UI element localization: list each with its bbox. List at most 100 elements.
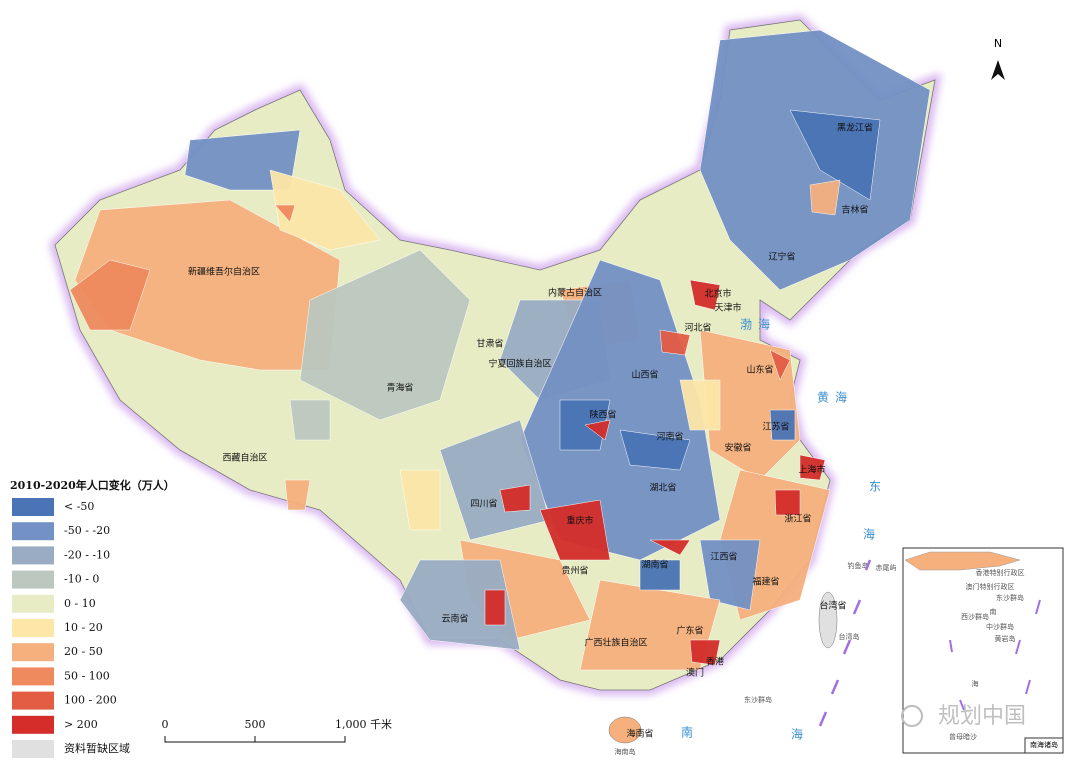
inset-land (904, 551, 1021, 571)
legend-label: 0 - 10 (64, 597, 96, 610)
region-patch (584, 419, 611, 441)
province-label: 重庆市 (566, 515, 593, 527)
sea-label: 东 (869, 480, 887, 494)
province-label: 江西省 (710, 551, 737, 563)
legend-title: 2010-2020年人口变化（万人） (10, 478, 175, 492)
region-patch (769, 409, 796, 441)
region-patch (799, 454, 826, 481)
province-label: 山东省 (746, 364, 773, 376)
sea-label: 海 (863, 527, 881, 542)
watermark-text: 规划中国 (938, 704, 1026, 729)
province-label: 湖南省 (641, 559, 668, 571)
legend-swatch (12, 619, 54, 637)
watermark: 规划中国 (901, 704, 1026, 729)
province-label: 天津市 (714, 302, 741, 314)
north-arrow: N (991, 37, 1005, 80)
region-patch (689, 639, 721, 666)
province-label: 广东省 (676, 625, 703, 637)
legend-label: < -50 (64, 500, 94, 513)
province-label: 内蒙古自治区 (548, 287, 602, 299)
inset-title: 南海诸岛 (1030, 740, 1058, 749)
sea-label: 渤海 (740, 317, 776, 332)
region-patch (539, 499, 611, 561)
region-patch (774, 489, 801, 516)
province-label: 陕西省 (589, 409, 616, 421)
region-patch (679, 379, 721, 431)
province-label: 海南省 (626, 728, 653, 740)
legend-label: -50 - -20 (64, 524, 110, 537)
legend-swatch (12, 570, 54, 589)
inset-label: 曾母暗沙 (949, 732, 977, 741)
legend-swatch (12, 594, 54, 613)
region-patch (619, 429, 691, 471)
province-label: 广西壮族自治区 (584, 637, 647, 649)
scale-bar: 0 500 1,000 千米 (162, 718, 392, 743)
province-label: 云南省 (441, 613, 468, 625)
province-label: 甘肃省 (476, 338, 503, 350)
province-label: 浙江省 (784, 513, 811, 525)
legend-label: -10 - 0 (64, 573, 99, 586)
island-label: 台湾岛 (839, 632, 860, 641)
inset-label: 南 (990, 607, 997, 616)
sea-label: 海 (791, 727, 809, 742)
province-label: 辽宁省 (768, 251, 795, 263)
inset-label: 海 (972, 679, 979, 688)
dash-line (818, 559, 872, 727)
region-patch (649, 539, 691, 556)
region-patch (639, 559, 681, 591)
region-patches (69, 29, 931, 744)
inset-label: 香港特别行政区 (976, 568, 1025, 577)
province-label: 吉林省 (841, 204, 868, 216)
sea-label: 黄海 (817, 390, 853, 405)
inset-frame (902, 547, 1064, 754)
inset-label: 西沙群岛 (961, 612, 989, 621)
region-patch (699, 539, 761, 611)
region-patch (579, 579, 721, 671)
legend-label: 100 - 200 (64, 694, 117, 707)
inset-label: 黄岩岛 (995, 634, 1016, 643)
region-patch (299, 249, 471, 421)
province-label: 河南省 (656, 431, 683, 443)
legend-swatch (12, 522, 54, 541)
region-patch (274, 204, 296, 223)
province-label: 西藏自治区 (222, 452, 267, 464)
province-label: 青海省 (386, 382, 413, 394)
island-label: 海南岛 (615, 747, 636, 756)
region-patch (269, 169, 381, 251)
region-patch (399, 469, 441, 531)
island-shape (608, 716, 642, 744)
watermark-icon (901, 705, 923, 727)
scale-label: 1,000 千米 (335, 718, 392, 731)
island-shape (818, 591, 838, 649)
sea-dash-line (818, 559, 872, 727)
region-patch (769, 349, 791, 381)
island-label: 赤尾屿 (876, 563, 897, 572)
north-label: N (994, 37, 1002, 50)
region-patch (659, 329, 691, 356)
region-patch (809, 179, 841, 216)
inset-label: 澳门特别行政区 (966, 582, 1015, 591)
legend-label: 10 - 20 (64, 621, 103, 634)
region-patch (69, 259, 151, 331)
legend-label: > 200 (64, 718, 98, 731)
province-label: 宁夏回族自治区 (488, 358, 551, 370)
region-patch (689, 279, 721, 311)
north-arrow-icon (991, 60, 1005, 80)
legend-label: -20 - -10 (64, 548, 110, 561)
legend: 2010-2020年人口变化（万人） < -50 -50 - -20 -20 - -… (10, 478, 175, 758)
province-label: 香港 (706, 656, 724, 668)
province-label: 江苏省 (762, 421, 789, 433)
province-label: 北京市 (704, 288, 731, 300)
region-patch (499, 484, 531, 513)
legend-swatch (12, 715, 54, 734)
province-label: 新疆维吾尔自治区 (188, 266, 260, 278)
province-label: 河北省 (684, 322, 711, 334)
province-label: 湖北省 (649, 482, 676, 494)
legend-swatch (12, 667, 54, 686)
inset-title-box (1024, 737, 1064, 754)
province-label: 台湾省 (819, 600, 846, 612)
province-label: 黑龙江省 (837, 122, 873, 134)
region-patch (484, 589, 506, 626)
